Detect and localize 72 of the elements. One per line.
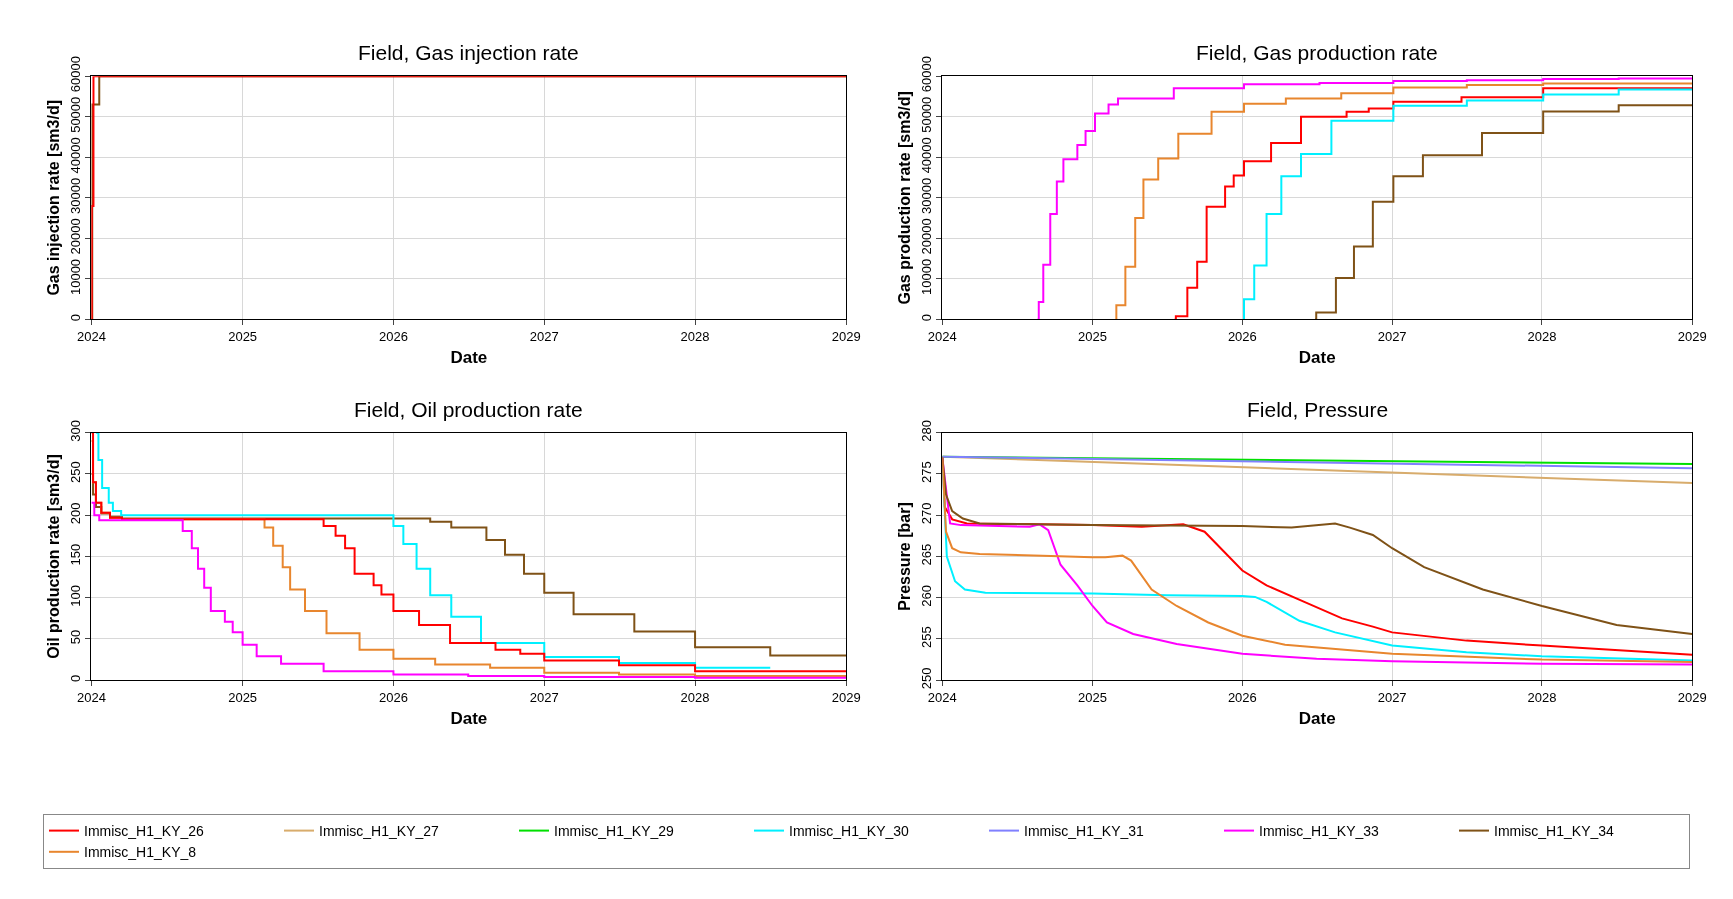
y-tick-label: 300 bbox=[68, 419, 84, 442]
y-tick-label: 250 bbox=[68, 461, 84, 483]
y-tick-label: 30000 bbox=[68, 177, 84, 214]
x-tick-label: 2025 bbox=[228, 689, 258, 705]
legend-label: Immisc_H1_KY_26 bbox=[84, 823, 205, 840]
chart-title: Field, Oil production rate bbox=[354, 398, 583, 421]
x-tick-label: 2024 bbox=[927, 329, 957, 345]
y-axis-title: Pressure [bar] bbox=[896, 502, 914, 611]
y-tick-label: 280 bbox=[919, 419, 935, 442]
x-tick-label: 2027 bbox=[1377, 689, 1407, 705]
x-axis-title: Date bbox=[1298, 348, 1336, 368]
x-tick-label: 2026 bbox=[378, 329, 408, 345]
x-tick-label: 2026 bbox=[1227, 689, 1257, 705]
x-tick-label: 2026 bbox=[378, 689, 408, 705]
y-tick-label: 10000 bbox=[68, 258, 84, 296]
y-tick-label: 60000 bbox=[68, 56, 84, 93]
x-tick-label: 2025 bbox=[1078, 329, 1107, 345]
y-tick-label: 50000 bbox=[68, 96, 84, 133]
x-tick-label: 2025 bbox=[1078, 689, 1107, 705]
y-tick-label: 0 bbox=[68, 674, 84, 682]
legend-label: Immisc_H1_KY_33 bbox=[1259, 823, 1380, 840]
y-tick-label: 40000 bbox=[68, 137, 84, 174]
legend-label: Immisc_H1_KY_34 bbox=[1494, 823, 1615, 840]
legend-label: Immisc_H1_KY_31 bbox=[1024, 823, 1145, 840]
legend-label: Immisc_H1_KY_30 bbox=[789, 823, 910, 840]
x-tick-label: 2027 bbox=[1377, 329, 1407, 345]
y-axis-title: Gas production rate [sm3/d] bbox=[896, 91, 914, 305]
y-tick-label: 270 bbox=[919, 502, 935, 525]
y-tick-label: 50 bbox=[68, 629, 84, 645]
x-tick-label: 2027 bbox=[529, 329, 559, 345]
x-tick-label: 2024 bbox=[76, 689, 106, 705]
y-tick-label: 275 bbox=[919, 461, 935, 483]
y-axis-title: Gas injection rate [sm3/d] bbox=[45, 100, 63, 296]
x-axis-title: Date bbox=[450, 348, 488, 368]
x-tick-label: 2029 bbox=[831, 689, 861, 705]
y-tick-label: 20000 bbox=[68, 218, 84, 255]
legend-label: Immisc_H1_KY_29 bbox=[554, 823, 675, 840]
legend-label: Immisc_H1_KY_27 bbox=[319, 823, 440, 840]
x-tick-label: 2025 bbox=[228, 329, 258, 345]
y-tick-label: 250 bbox=[919, 667, 935, 690]
y-tick-label: 200 bbox=[68, 502, 84, 525]
y-tick-label: 255 bbox=[919, 626, 935, 648]
chart-title: Field, Gas production rate bbox=[1196, 41, 1438, 64]
y-tick-label: 100 bbox=[68, 584, 84, 607]
x-axis-title: Date bbox=[1298, 709, 1336, 729]
y-axis-title: Oil production rate [sm3/d] bbox=[45, 454, 63, 659]
x-tick-label: 2028 bbox=[680, 689, 710, 705]
y-tick-label: 60000 bbox=[919, 56, 935, 93]
y-tick-label: 260 bbox=[919, 584, 935, 607]
y-tick-label: 50000 bbox=[919, 96, 935, 133]
x-tick-label: 2028 bbox=[1527, 689, 1557, 705]
x-tick-label: 2029 bbox=[831, 329, 861, 345]
y-tick-label: 0 bbox=[68, 313, 84, 322]
y-tick-label: 40000 bbox=[919, 137, 935, 174]
x-axis-title: Date bbox=[450, 709, 488, 729]
x-tick-label: 2027 bbox=[529, 689, 559, 705]
x-tick-label: 2028 bbox=[1527, 329, 1557, 345]
legend-label: Immisc_H1_KY_8 bbox=[84, 844, 197, 861]
x-tick-label: 2024 bbox=[76, 329, 106, 345]
x-tick-label: 2028 bbox=[680, 329, 710, 345]
x-tick-label: 2029 bbox=[1677, 329, 1707, 345]
chart-title: Field, Gas injection rate bbox=[358, 41, 579, 64]
x-tick-label: 2026 bbox=[1227, 329, 1257, 345]
y-tick-label: 265 bbox=[919, 543, 935, 566]
chart-title: Field, Pressure bbox=[1247, 398, 1389, 421]
y-tick-label: 0 bbox=[919, 313, 935, 322]
y-tick-label: 20000 bbox=[919, 218, 935, 255]
y-tick-label: 30000 bbox=[919, 177, 935, 214]
y-tick-label: 10000 bbox=[919, 258, 935, 296]
x-tick-label: 2029 bbox=[1677, 689, 1707, 705]
x-tick-label: 2024 bbox=[927, 689, 957, 705]
y-tick-label: 150 bbox=[68, 543, 84, 566]
